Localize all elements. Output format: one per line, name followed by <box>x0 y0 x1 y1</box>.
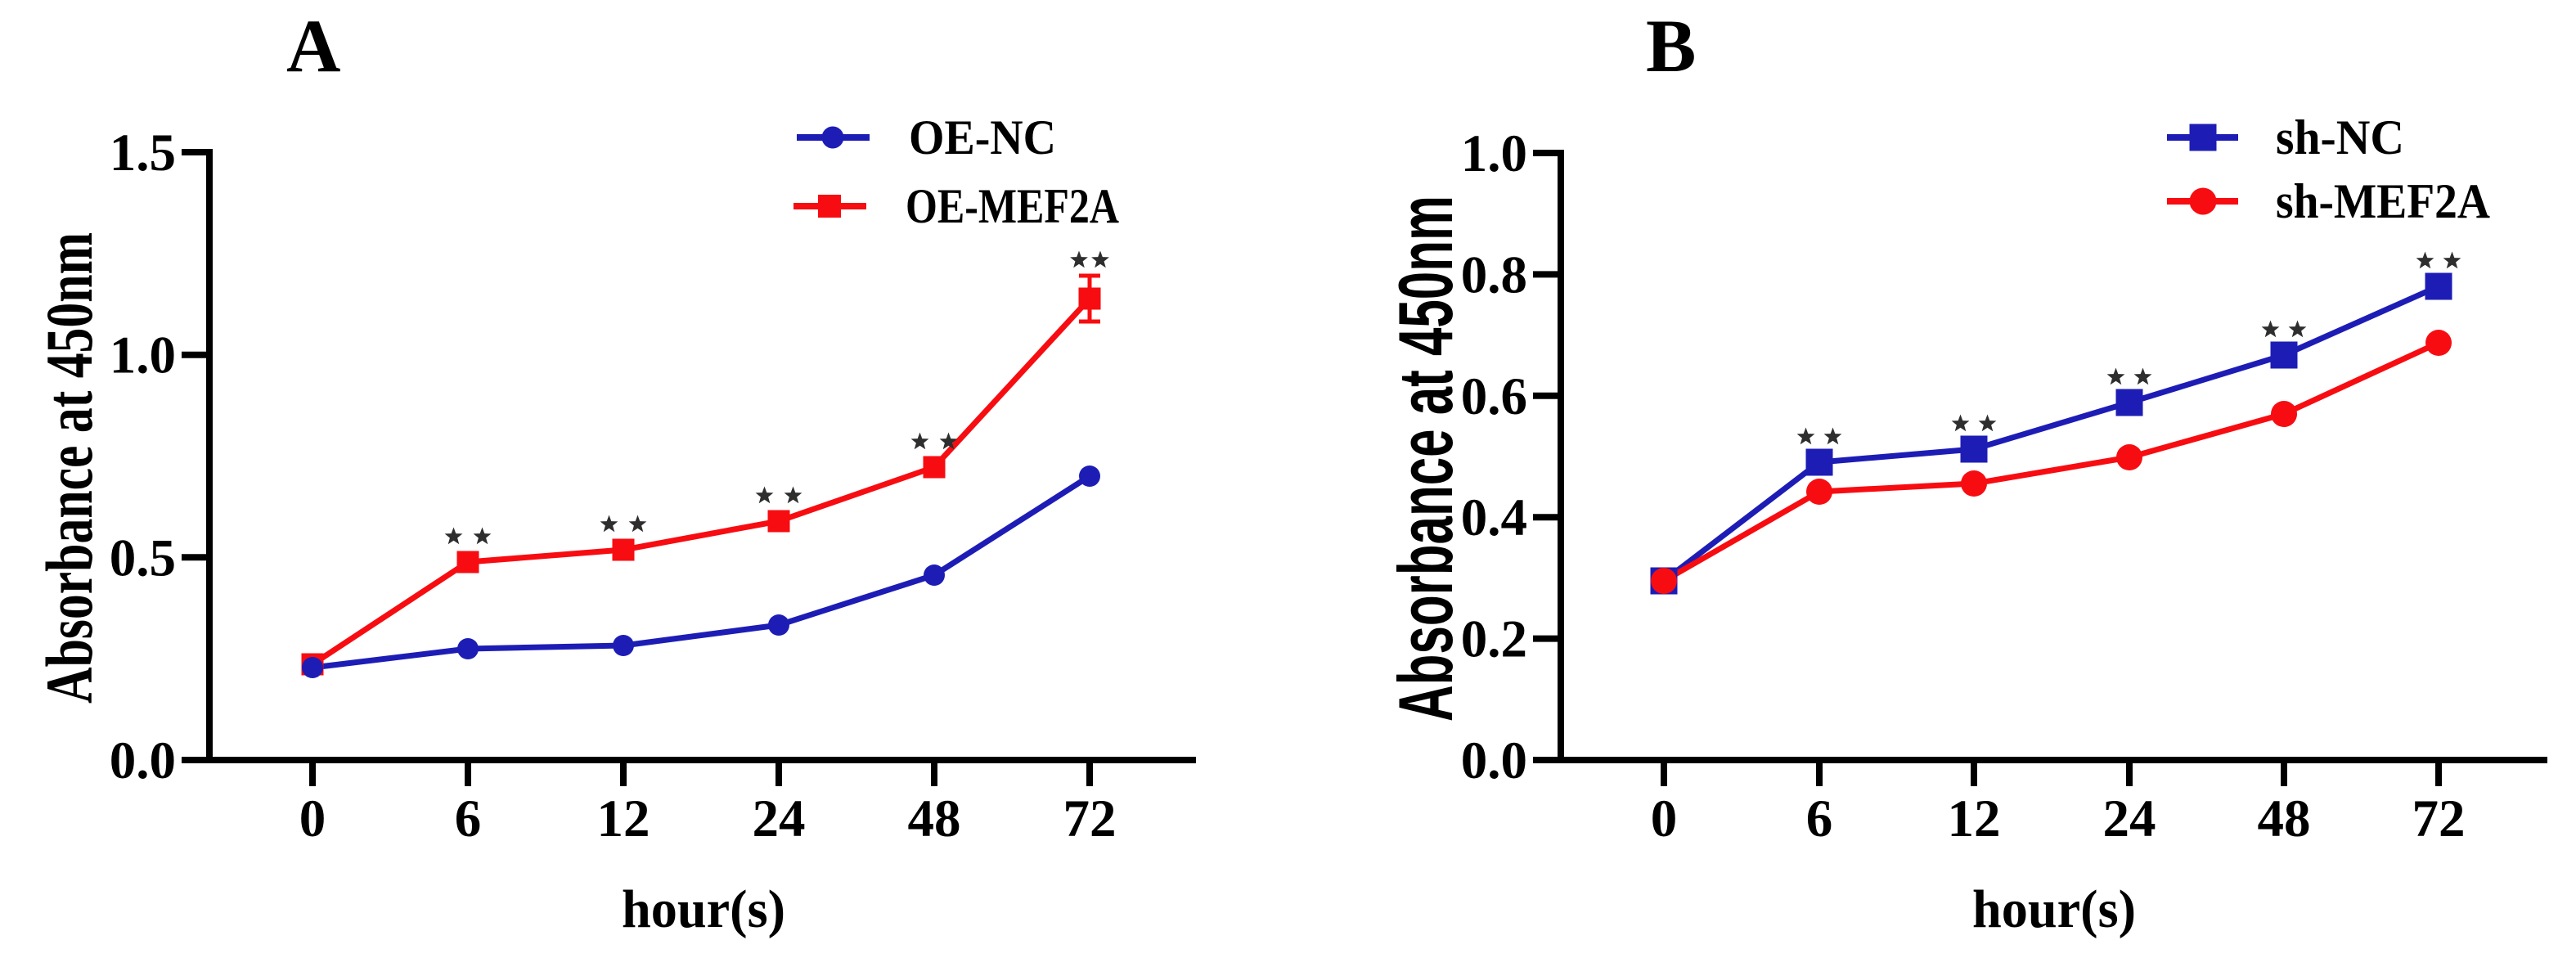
svg-text:12: 12 <box>597 789 650 848</box>
svg-text:6: 6 <box>1806 789 1833 848</box>
svg-text:1.5: 1.5 <box>110 124 176 182</box>
svg-text:1.0: 1.0 <box>1461 124 1527 183</box>
svg-text:0.6: 0.6 <box>1461 367 1527 426</box>
svg-text:12: 12 <box>1948 789 2001 848</box>
svg-text:6: 6 <box>455 789 482 848</box>
svg-text:24: 24 <box>2103 789 2156 848</box>
svg-text:OE-MEF2A: OE-MEF2A <box>906 179 1119 233</box>
svg-text:0.8: 0.8 <box>1461 245 1527 304</box>
svg-text:0: 0 <box>299 789 326 848</box>
svg-text:0.0: 0.0 <box>110 731 176 790</box>
svg-text:48: 48 <box>908 789 961 848</box>
svg-text:1.0: 1.0 <box>110 326 176 385</box>
svg-text:48: 48 <box>2258 789 2311 848</box>
svg-text:Absorbance at 450nm: Absorbance at 450nm <box>1382 196 1468 722</box>
svg-text:A: A <box>286 4 340 88</box>
svg-text:24: 24 <box>753 789 806 848</box>
svg-text:0.0: 0.0 <box>1461 731 1527 790</box>
svg-text:OE-NC: OE-NC <box>909 110 1056 164</box>
svg-text:72: 72 <box>1063 789 1117 848</box>
svg-text:B: B <box>1646 4 1696 88</box>
svg-text:sh-NC: sh-NC <box>2276 110 2404 164</box>
svg-text:sh-MEF2A: sh-MEF2A <box>2276 174 2490 228</box>
svg-text:hour(s): hour(s) <box>622 879 785 939</box>
svg-text:72: 72 <box>2412 789 2466 848</box>
svg-text:0.5: 0.5 <box>110 528 176 587</box>
svg-text:0: 0 <box>1651 789 1678 848</box>
svg-text:0.4: 0.4 <box>1461 488 1527 547</box>
svg-text:0.2: 0.2 <box>1461 610 1527 669</box>
svg-text:Absorbance at 450nm: Absorbance at 450nm <box>32 232 106 704</box>
svg-text:hour(s): hour(s) <box>1972 879 2136 939</box>
